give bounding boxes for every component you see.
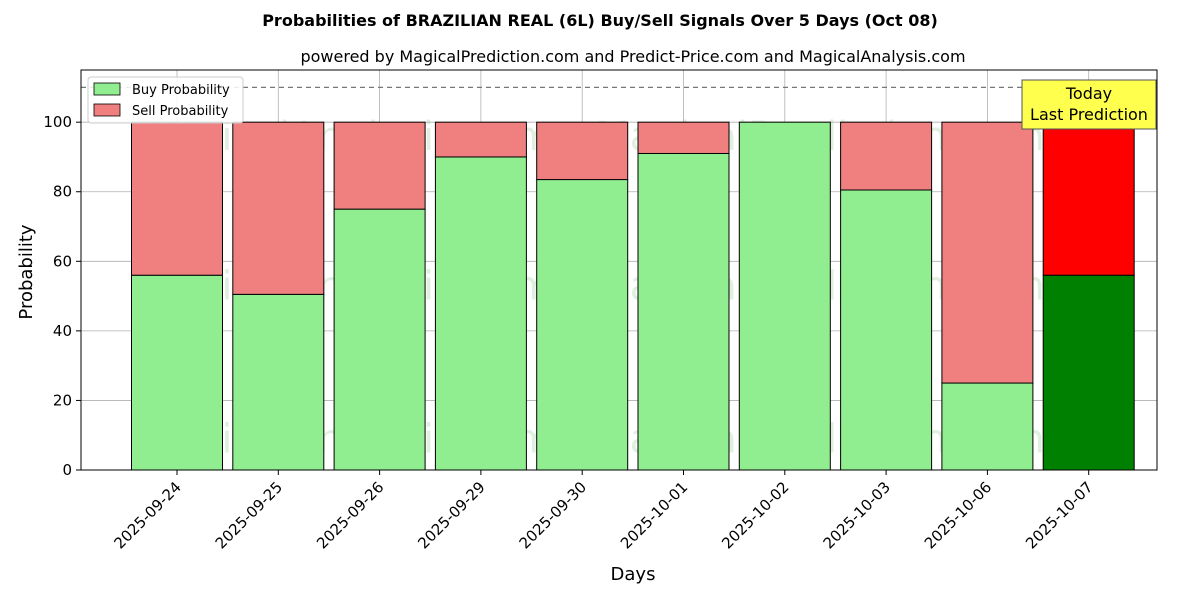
bar-sell-2025-09-25 xyxy=(232,121,325,295)
x-tick-label-2025-10-07: 2025-10-07 xyxy=(1022,478,1096,552)
legend-swatch-sell xyxy=(93,103,121,117)
legend-label-sell: Sell Probability xyxy=(132,104,229,119)
bar-sell-2025-10-01 xyxy=(637,121,730,154)
bar-buy-2025-09-24 xyxy=(131,274,223,471)
bars-layer xyxy=(131,121,1135,471)
bar-buy-2025-09-30 xyxy=(536,179,629,471)
x-tick-label-2025-10-03: 2025-10-03 xyxy=(820,478,894,552)
bar-buy-2025-10-07 xyxy=(1042,274,1135,471)
x-tick-label-2025-10-02: 2025-10-02 xyxy=(718,478,792,552)
y-tick-label-5: 100 xyxy=(43,113,72,131)
bar-buy-2025-09-25 xyxy=(232,293,325,471)
legend: Buy Probability Sell Probability xyxy=(87,76,244,124)
chart-subtitle: powered by MagicalPrediction.com and Pre… xyxy=(300,47,965,66)
x-axis-label: Days xyxy=(611,564,656,585)
y-tick-label-0: 0 xyxy=(62,461,72,479)
annotation-line-last-prediction: Last Prediction xyxy=(1030,105,1148,124)
bar-buy-2025-10-03 xyxy=(840,189,933,471)
x-tick-label-2025-09-29: 2025-09-29 xyxy=(414,478,488,552)
bar-sell-2025-10-03 xyxy=(840,121,933,191)
bar-buy-2025-10-02 xyxy=(738,121,831,471)
bar-buy-2025-10-06 xyxy=(941,382,1034,471)
bar-sell-2025-09-29 xyxy=(434,121,527,158)
bar-sell-2025-10-07 xyxy=(1042,121,1135,276)
bar-buy-2025-09-29 xyxy=(434,156,527,471)
x-tick-label-2025-10-01: 2025-10-01 xyxy=(617,478,691,552)
x-tick-label-2025-09-25: 2025-09-25 xyxy=(212,478,286,552)
bar-sell-2025-09-30 xyxy=(536,121,629,181)
bar-sell-2025-09-24 xyxy=(131,121,223,276)
x-tick-label-2025-09-24: 2025-09-24 xyxy=(110,478,184,552)
x-tick-label-2025-09-26: 2025-09-26 xyxy=(313,478,387,552)
plot-frame xyxy=(80,69,1158,471)
y-tick-label-1: 20 xyxy=(53,391,72,409)
y-axis-label: Probability xyxy=(16,224,37,319)
bar-buy-2025-09-26 xyxy=(333,208,426,471)
legend-swatch-buy xyxy=(93,82,121,96)
legend-box xyxy=(87,76,244,124)
today-annotation: Today Last Prediction xyxy=(1021,79,1157,130)
x-tick-label-2025-10-06: 2025-10-06 xyxy=(921,478,995,552)
y-tick-label-2: 40 xyxy=(53,322,72,340)
bar-buy-2025-10-01 xyxy=(637,152,730,471)
chart-title: Probabilities of BRAZILIAN REAL (6L) Buy… xyxy=(262,11,938,30)
annotation-line-today: Today xyxy=(1065,84,1112,103)
annotation-box xyxy=(1021,79,1157,130)
y-tick-label-3: 60 xyxy=(53,252,72,270)
bar-sell-2025-09-26 xyxy=(333,121,426,210)
y-axis: 0 20 40 60 80 100 xyxy=(43,113,81,479)
y-tick-label-4: 80 xyxy=(53,183,72,201)
x-tick-label-2025-09-30: 2025-09-30 xyxy=(516,478,590,552)
bar-sell-2025-10-06 xyxy=(941,121,1034,384)
x-axis: 2025-09-24 2025-09-25 2025-09-26 2025-09-29… xyxy=(110,470,1097,552)
legend-label-buy: Buy Probability xyxy=(132,83,230,98)
